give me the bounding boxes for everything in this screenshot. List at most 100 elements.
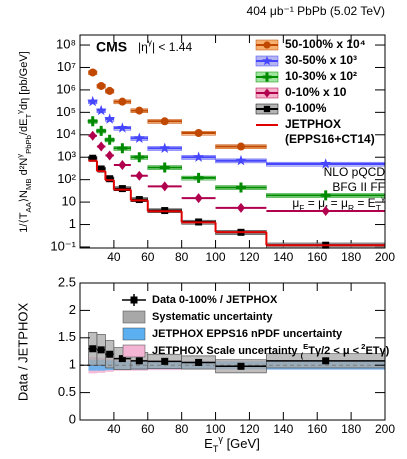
marker [263,41,271,49]
legend-label: 30-50% x 10³ [285,53,357,67]
y-tick-label: 10⁴ [56,126,76,141]
x-tick-label: 80 [175,422,189,436]
legend-label: (EPPS16+CT14) [285,132,375,146]
x-tick-label: 160 [307,422,327,436]
marker [130,296,138,304]
marker [161,357,169,365]
marker [89,154,97,162]
note: μF = μf = μR = ETγ [292,193,385,213]
marker [105,150,114,161]
marker [106,350,114,358]
marker [263,88,271,98]
legend-swatch [122,344,146,358]
y-tick-label: 2.5 [58,274,76,289]
y-tick-label: 1 [69,357,76,372]
marker [104,134,115,145]
marker [97,346,105,354]
y-tick-label: 10² [57,171,76,186]
eta-annotation: |ηγ| < 1.44 [138,37,192,54]
y-axis-label: Data / JETPHOX [15,303,30,402]
y-tick-label: 10 [62,194,76,209]
x-tick-label: 60 [141,422,155,436]
marker [195,358,203,366]
x-tick-label: 120 [239,250,259,264]
marker [97,141,106,152]
y-tick-label: 0 [69,411,76,426]
y-tick-label: 1 [69,216,76,231]
marker [320,190,331,201]
x-tick-label: 200 [375,250,395,264]
legend-label: JETPHOX [285,117,341,131]
marker [88,68,97,77]
x-tick-label: 200 [375,422,395,436]
x-tick-label: 100 [206,422,226,436]
marker [104,113,116,124]
marker [117,143,128,154]
marker [135,170,144,181]
y-tick-label: 1.5 [58,329,76,344]
note: BFG II FF [332,180,385,194]
plot-frame [79,34,386,249]
y-tick-label: 10⁸ [56,36,76,51]
marker [106,175,114,183]
y-tick-label: 10⁶ [56,81,76,96]
marker [159,162,170,173]
marker [160,181,169,192]
marker [322,357,330,365]
y-tick-label: 2 [69,302,76,317]
experiment: CMS [96,39,127,55]
legend-label: 0-10% x 10 [285,85,347,99]
legend-label: JETPHOX EPPS16 nPDF uncertainty [152,328,343,340]
marker [133,132,145,143]
marker [116,122,128,133]
legend-label: 0-100% [285,101,327,115]
lumi-title: 404 μb⁻¹ PbPb (5.02 TeV) [247,4,385,18]
marker [105,86,114,95]
x-tick-label: 180 [341,422,361,436]
legend-label: 10-30% x 10² [285,69,357,83]
x-tick-label: 140 [273,422,293,436]
marker [135,357,143,365]
x-tick-label: 140 [273,250,293,264]
marker [97,165,105,173]
legend-label: Data 0-100% / JETPHOX [152,294,278,306]
marker [96,125,107,136]
marker [88,130,97,141]
marker [87,95,99,107]
y-axis-label: 1/⟨TAA⟩NMB d²NγPbPb/dETγdη [pb/GeV] [15,51,33,232]
marker [87,116,98,127]
marker [263,105,271,113]
legend-label: JETPHOX Scale uncertainty (ETγ/2 < μ < 2… [152,342,390,360]
marker [235,182,246,193]
legend-label: 50-100% x 10⁴ [285,37,366,51]
x-axis-label: ETγ [GeV] [204,434,260,454]
x-tick-label: 180 [341,250,361,264]
marker [89,345,97,353]
legend-label: Systematic uncertainty [152,311,273,323]
y-tick-label: 10⁷ [57,59,76,74]
marker [118,97,127,106]
marker [235,154,247,166]
marker [159,142,171,153]
marker [194,193,203,204]
y-tick-label: 10⁻¹ [50,238,76,253]
legend-swatch [122,327,146,341]
y-tick-label: 10³ [57,149,76,164]
marker [236,202,245,213]
marker [262,72,272,82]
marker [262,55,272,66]
x-tick-label: 160 [307,250,327,264]
marker [118,355,126,363]
marker [320,158,332,169]
plot-frame [79,282,386,421]
x-tick-label: 120 [239,422,259,436]
marker [118,185,126,193]
x-tick-label: 60 [141,250,155,264]
x-tick-label: 100 [206,250,226,264]
marker [321,206,330,217]
marker [134,152,145,163]
marker [135,106,144,115]
marker [194,129,203,138]
marker [193,172,204,183]
